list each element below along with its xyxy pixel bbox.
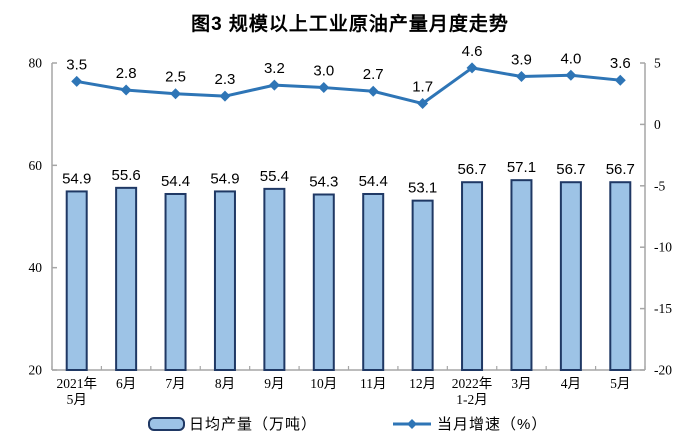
x-axis-category-label: 6月 bbox=[116, 376, 136, 391]
line-value-label: 2.8 bbox=[116, 65, 137, 82]
bar-series-swatch-icon bbox=[148, 416, 185, 431]
bar bbox=[263, 187, 286, 371]
bar-value-label: 56.7 bbox=[606, 161, 635, 178]
bar-value-label: 53.1 bbox=[408, 180, 437, 197]
legend-item-line: 当月增速（%） bbox=[392, 413, 547, 434]
legend-item-bar: 日均产量（万吨） bbox=[148, 413, 317, 434]
line-marker bbox=[367, 85, 379, 97]
x-axis-category-label: 5月 bbox=[67, 392, 87, 407]
bar bbox=[411, 199, 434, 371]
bar bbox=[213, 190, 236, 371]
bar bbox=[115, 186, 138, 371]
x-axis-category-label: 12月 bbox=[409, 376, 436, 391]
line-value-label: 3.6 bbox=[610, 55, 631, 72]
bar bbox=[461, 181, 484, 371]
right-axis-tick-label: -15 bbox=[654, 301, 672, 316]
line-value-label: 1.7 bbox=[412, 79, 433, 96]
legend-bar-label: 日均产量（万吨） bbox=[189, 416, 318, 433]
line-marker bbox=[268, 79, 280, 91]
line-series-swatch-icon bbox=[392, 418, 432, 430]
bar-value-label: 54.3 bbox=[309, 173, 338, 190]
growth-line bbox=[75, 66, 622, 106]
bar-value-label: 54.4 bbox=[161, 173, 190, 190]
x-axis-category-label: 11月 bbox=[360, 376, 387, 391]
x-axis-category-label: 7月 bbox=[165, 376, 185, 391]
left-axis-tick-label: 40 bbox=[29, 260, 43, 275]
bar-value-label: 55.6 bbox=[112, 167, 141, 184]
right-axis-tick-label: 5 bbox=[654, 56, 661, 71]
x-axis-category-label: 3月 bbox=[511, 376, 531, 391]
bar-value-label: 57.1 bbox=[507, 159, 536, 176]
right-axis-tick-label: -5 bbox=[654, 178, 665, 193]
line-marker bbox=[219, 90, 231, 102]
line-value-label: 4.0 bbox=[560, 50, 581, 67]
line-marker bbox=[71, 75, 83, 87]
line-marker bbox=[565, 69, 577, 81]
left-axis-tick-label: 80 bbox=[29, 56, 43, 71]
x-axis-category-label: 1-2月 bbox=[456, 392, 488, 407]
line-value-label: 3.0 bbox=[313, 63, 334, 80]
x-axis-category-label: 2021年 bbox=[56, 376, 97, 391]
line-value-label: 2.3 bbox=[215, 71, 236, 88]
line-marker bbox=[466, 62, 478, 74]
bar-value-label: 54.9 bbox=[210, 170, 239, 187]
bar bbox=[362, 192, 385, 371]
line-value-label: 2.7 bbox=[363, 66, 384, 83]
right-axis-tick-label: -10 bbox=[654, 240, 672, 255]
line-value-label: 2.5 bbox=[165, 69, 186, 86]
line-value-label: 3.2 bbox=[264, 60, 285, 77]
right-axis-tick-label: -20 bbox=[654, 363, 672, 378]
bar bbox=[609, 181, 632, 371]
x-axis-category-label: 9月 bbox=[264, 376, 284, 391]
left-axis-tick-label: 20 bbox=[29, 363, 43, 378]
line-value-label: 3.5 bbox=[66, 56, 87, 73]
bar-value-label: 54.9 bbox=[62, 170, 91, 187]
chart-title: 图3 规模以上工业原油产量月度走势 bbox=[191, 14, 509, 35]
bar bbox=[65, 190, 88, 371]
line-marker bbox=[417, 98, 429, 110]
x-axis-category-label: 8月 bbox=[215, 376, 235, 391]
bar bbox=[559, 181, 582, 371]
bar bbox=[164, 192, 187, 371]
bar-value-label: 55.4 bbox=[260, 168, 289, 185]
line-marker bbox=[614, 74, 626, 86]
line-marker bbox=[170, 88, 182, 100]
line-marker bbox=[120, 84, 132, 96]
bar-value-label: 56.7 bbox=[457, 161, 486, 178]
bar bbox=[312, 193, 335, 371]
line-value-label: 3.9 bbox=[511, 52, 532, 69]
line-value-label: 4.6 bbox=[462, 43, 483, 60]
x-axis-category-label: 5月 bbox=[610, 376, 630, 391]
x-axis-category-label: 2022年 bbox=[452, 376, 493, 391]
bar-value-label: 54.4 bbox=[359, 173, 388, 190]
bar-value-label: 56.7 bbox=[556, 161, 585, 178]
bar bbox=[510, 179, 533, 371]
left-axis-tick-label: 60 bbox=[29, 158, 43, 173]
x-axis-category-label: 10月 bbox=[310, 376, 337, 391]
right-axis-tick-label: 0 bbox=[654, 117, 661, 132]
line-marker bbox=[515, 71, 527, 83]
legend-line-label: 当月增速（%） bbox=[437, 416, 548, 433]
x-axis-category-label: 4月 bbox=[561, 376, 581, 391]
line-marker bbox=[318, 82, 330, 94]
